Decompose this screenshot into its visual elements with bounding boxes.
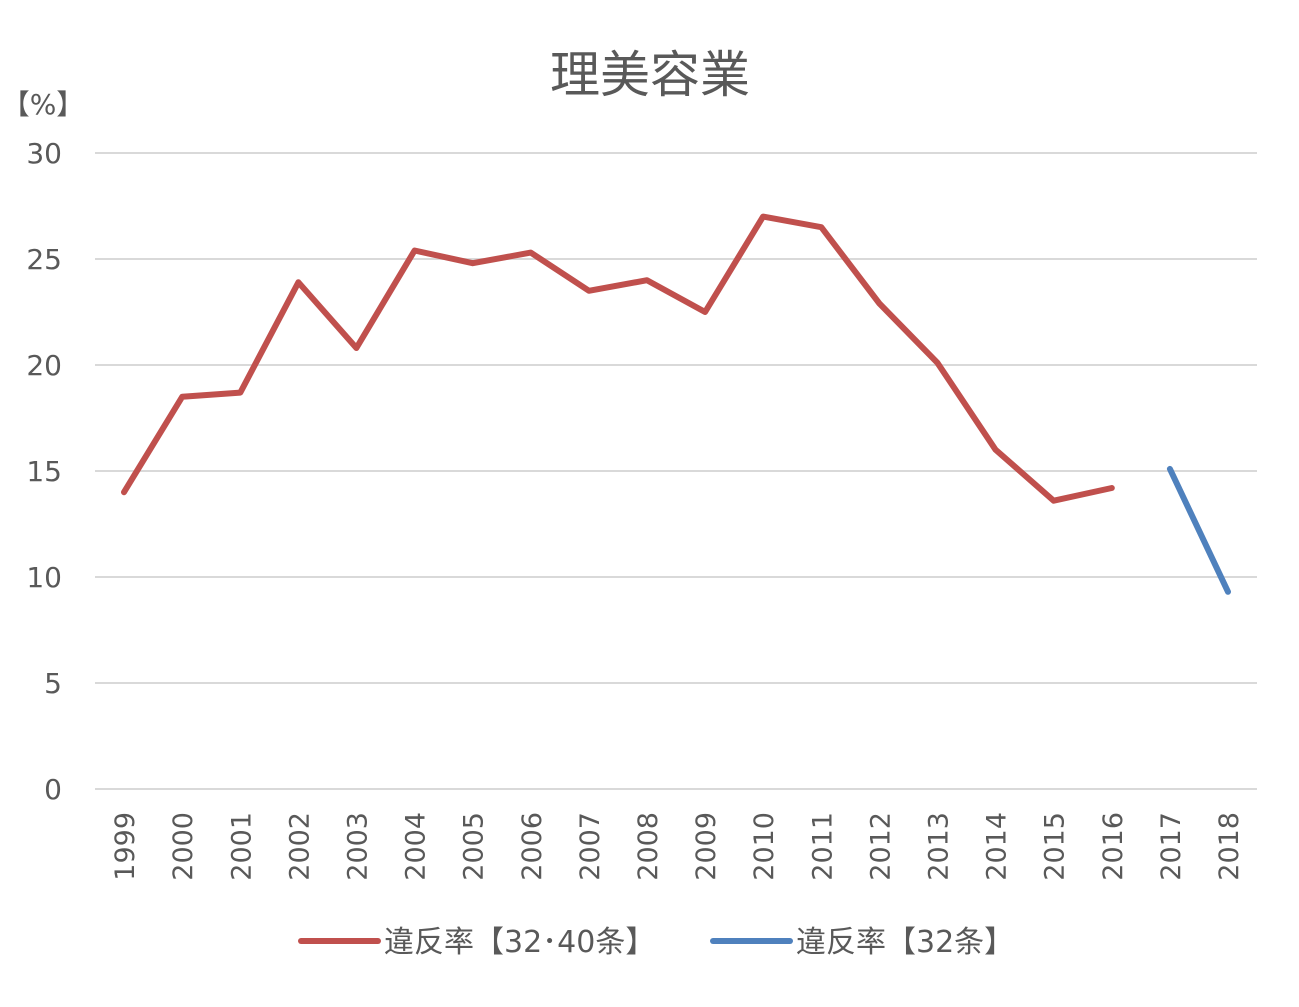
y-tick-label: 25 — [26, 243, 62, 276]
x-tick-label: 2005 — [459, 812, 490, 881]
x-tick-label: 2006 — [517, 812, 548, 881]
y-axis-ticks: 0 5 10 15 20 25 30 — [26, 137, 62, 806]
x-tick-label: 2000 — [168, 812, 199, 881]
x-tick-label: 2017 — [1156, 812, 1187, 881]
x-tick-label: 2014 — [982, 812, 1013, 881]
y-tick-label: 30 — [26, 137, 62, 170]
x-tick-label: 2015 — [1040, 812, 1071, 881]
legend-label-2: 違反率【32条】 — [796, 925, 1014, 960]
x-tick-label: 2004 — [401, 812, 432, 881]
x-tick-label: 2002 — [284, 812, 315, 881]
x-tick-label: 2011 — [807, 812, 838, 881]
x-tick-label: 2007 — [575, 812, 606, 881]
gridlines — [95, 152, 1257, 790]
chart-title: 理美容業 — [550, 46, 750, 104]
legend: 違反率【32･40条】 違反率【32条】 — [298, 925, 1014, 960]
y-tick-label: 0 — [44, 773, 62, 806]
x-tick-label: 2009 — [691, 812, 722, 881]
y-tick-label: 5 — [44, 667, 62, 700]
x-axis-ticks: 1999 2000 2001 2002 2003 2004 2005 2006 2007 2008… — [110, 812, 1245, 881]
series-line-1 — [121, 213, 1115, 504]
x-tick-label: 2016 — [1098, 812, 1129, 881]
x-tick-label: 2010 — [749, 812, 780, 881]
x-tick-label: 2012 — [865, 812, 896, 881]
x-tick-label: 2013 — [923, 812, 954, 881]
y-tick-label: 10 — [26, 561, 62, 594]
series-line-2 — [1166, 465, 1231, 595]
y-axis-unit-label: 【%】 — [2, 88, 85, 121]
y-tick-label: 20 — [26, 349, 62, 382]
legend-label-1: 違反率【32･40条】 — [384, 925, 655, 960]
y-tick-label: 15 — [26, 455, 62, 488]
x-tick-label: 2003 — [342, 812, 373, 881]
x-tick-label: 2001 — [226, 812, 257, 881]
x-tick-label: 1999 — [110, 812, 141, 881]
series-lines — [121, 213, 1231, 595]
x-tick-label: 2018 — [1214, 812, 1245, 881]
x-tick-label: 2008 — [633, 812, 664, 881]
